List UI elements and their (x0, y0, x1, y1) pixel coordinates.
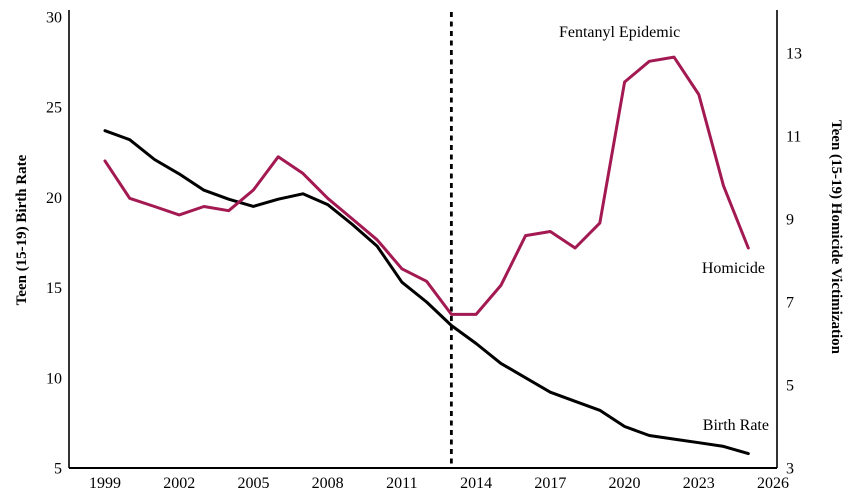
fentanyl-epidemic-annotation: Fentanyl Epidemic (559, 24, 680, 41)
x-axis-tick-label: 2002 (163, 475, 195, 492)
right-axis-title: Teen (15-19) Homicide Victimization (828, 120, 844, 355)
left-axis-tick-label: 25 (46, 100, 62, 117)
left-axis-tick-label: 5 (54, 461, 62, 478)
homicide-series-label: Homicide (702, 260, 765, 277)
x-axis-tick-label: 2017 (534, 475, 566, 492)
homicide-line (103, 55, 750, 316)
x-axis-tick-label: 2014 (460, 475, 492, 492)
right-axis-tick-label: 13 (786, 46, 802, 63)
x-axis-tick-label: 2020 (609, 475, 641, 492)
right-axis-tick-label: 11 (786, 129, 801, 146)
left-axis-title: Teen (15-19) Birth Rate (14, 154, 30, 305)
right-axis-tick-label: 5 (786, 378, 794, 395)
x-axis-tick-label: 2005 (237, 475, 269, 492)
left-axis-tick-label: 30 (46, 10, 62, 27)
x-axis-tick-label: 2011 (386, 475, 417, 492)
right-axis-tick-label: 9 (786, 212, 794, 229)
x-axis-tick-label: 2026 (757, 475, 789, 492)
left-axis-tick-label: 15 (46, 280, 62, 297)
x-axis-tick-label: 1999 (89, 475, 121, 492)
birth-rate-line (103, 129, 750, 456)
left-axis-tick-label: 20 (46, 190, 62, 207)
x-axis-tick-label: 2023 (683, 475, 715, 492)
birth-rate-series-label: Birth Rate (703, 417, 769, 434)
right-axis-tick-label: 7 (786, 295, 794, 312)
x-axis-tick-label: 2008 (312, 475, 344, 492)
left-axis-tick-label: 10 (46, 370, 62, 387)
right-axis-tick-label: 3 (786, 461, 794, 478)
